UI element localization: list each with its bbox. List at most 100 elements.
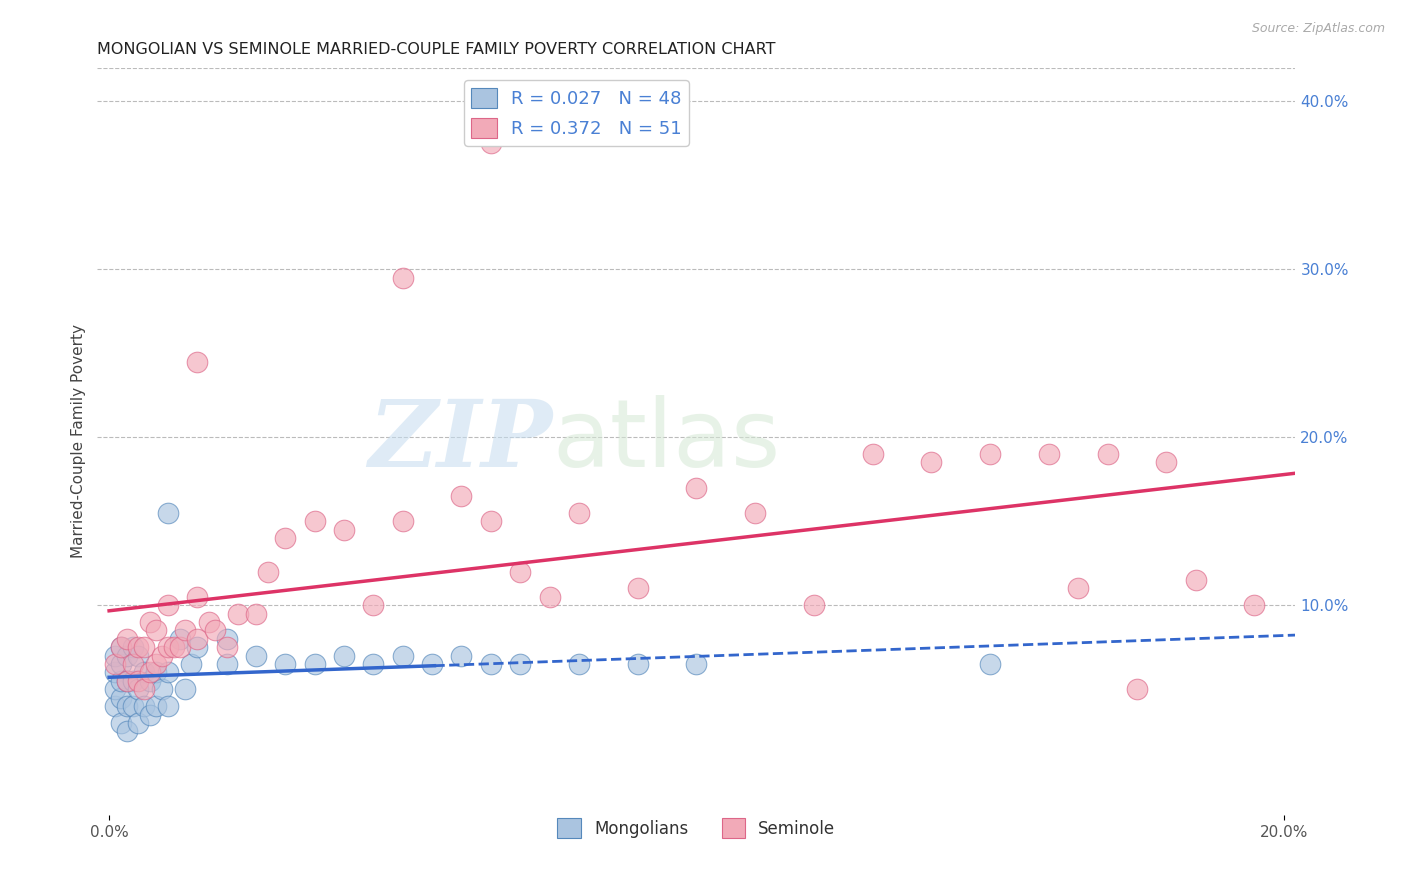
- Text: Source: ZipAtlas.com: Source: ZipAtlas.com: [1251, 22, 1385, 36]
- Point: [134, 682, 156, 697]
- Point: [1038, 447, 1060, 461]
- Point: [104, 665, 127, 680]
- Point: [156, 599, 179, 613]
- Point: [127, 648, 149, 663]
- Point: [920, 455, 942, 469]
- Point: [245, 648, 267, 663]
- Point: [104, 657, 127, 672]
- Point: [479, 514, 502, 528]
- Point: [139, 615, 162, 629]
- Point: [304, 657, 326, 672]
- Point: [274, 657, 297, 672]
- Point: [391, 648, 413, 663]
- Point: [627, 657, 650, 672]
- Point: [110, 690, 132, 705]
- Point: [156, 699, 179, 714]
- Point: [139, 707, 162, 722]
- Point: [156, 506, 179, 520]
- Point: [479, 657, 502, 672]
- Point: [186, 354, 208, 368]
- Point: [304, 514, 326, 528]
- Point: [568, 657, 591, 672]
- Point: [139, 673, 162, 688]
- Point: [156, 640, 179, 655]
- Point: [1126, 682, 1149, 697]
- Point: [509, 565, 531, 579]
- Point: [110, 657, 132, 672]
- Text: ZIP: ZIP: [368, 396, 553, 486]
- Point: [145, 624, 167, 638]
- Point: [174, 624, 197, 638]
- Point: [145, 657, 167, 672]
- Point: [226, 607, 249, 621]
- Point: [127, 682, 149, 697]
- Point: [115, 673, 138, 688]
- Point: [744, 506, 766, 520]
- Point: [333, 648, 356, 663]
- Point: [115, 724, 138, 739]
- Point: [979, 447, 1001, 461]
- Point: [174, 682, 197, 697]
- Point: [568, 506, 591, 520]
- Point: [121, 673, 143, 688]
- Point: [169, 640, 191, 655]
- Point: [115, 632, 138, 646]
- Point: [186, 632, 208, 646]
- Point: [256, 565, 278, 579]
- Point: [215, 632, 238, 646]
- Point: [1154, 455, 1177, 469]
- Point: [538, 590, 561, 604]
- Point: [479, 136, 502, 151]
- Point: [115, 673, 138, 688]
- Point: [127, 715, 149, 730]
- Point: [1184, 573, 1206, 587]
- Point: [862, 447, 884, 461]
- Point: [1097, 447, 1119, 461]
- Point: [391, 270, 413, 285]
- Point: [509, 657, 531, 672]
- Point: [245, 607, 267, 621]
- Point: [110, 715, 132, 730]
- Point: [115, 648, 138, 663]
- Point: [391, 514, 413, 528]
- Point: [145, 665, 167, 680]
- Point: [685, 657, 707, 672]
- Point: [180, 657, 202, 672]
- Point: [274, 531, 297, 545]
- Point: [127, 673, 149, 688]
- Point: [121, 699, 143, 714]
- Point: [104, 682, 127, 697]
- Point: [198, 615, 221, 629]
- Point: [121, 657, 143, 672]
- Point: [1243, 599, 1265, 613]
- Point: [115, 699, 138, 714]
- Point: [204, 624, 226, 638]
- Point: [110, 640, 132, 655]
- Point: [156, 665, 179, 680]
- Point: [627, 582, 650, 596]
- Point: [127, 640, 149, 655]
- Y-axis label: Married-Couple Family Poverty: Married-Couple Family Poverty: [72, 325, 86, 558]
- Point: [110, 640, 132, 655]
- Point: [363, 599, 385, 613]
- Point: [186, 640, 208, 655]
- Point: [363, 657, 385, 672]
- Point: [1067, 582, 1090, 596]
- Point: [104, 699, 127, 714]
- Point: [139, 665, 162, 680]
- Point: [134, 665, 156, 680]
- Legend: Mongolians, Seminole: Mongolians, Seminole: [551, 812, 842, 845]
- Point: [215, 640, 238, 655]
- Point: [134, 640, 156, 655]
- Point: [333, 523, 356, 537]
- Point: [110, 673, 132, 688]
- Point: [145, 699, 167, 714]
- Point: [186, 590, 208, 604]
- Point: [169, 632, 191, 646]
- Point: [685, 481, 707, 495]
- Point: [803, 599, 825, 613]
- Point: [450, 489, 472, 503]
- Point: [134, 699, 156, 714]
- Point: [215, 657, 238, 672]
- Point: [104, 648, 127, 663]
